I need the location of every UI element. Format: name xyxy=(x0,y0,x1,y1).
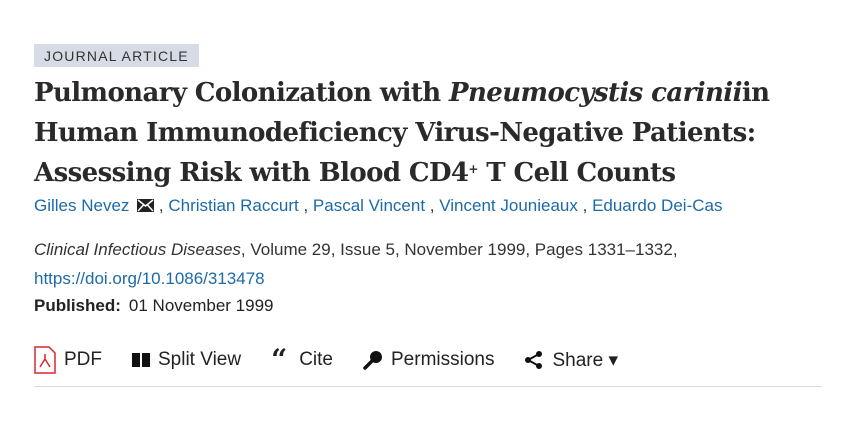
journal-name: Clinical Infectious Diseases xyxy=(34,240,241,259)
email-icon[interactable] xyxy=(137,199,155,212)
citation-details: , Volume 29, Issue 5, November 1999, Pag… xyxy=(240,240,678,259)
share-icon xyxy=(524,350,544,370)
pdf-button[interactable]: PDF xyxy=(34,346,102,374)
share-button[interactable]: Share ▾ xyxy=(524,349,618,372)
cite-button[interactable]: “ Cite xyxy=(271,343,333,376)
author-link[interactable]: Christian Raccurt xyxy=(168,196,299,215)
key-icon xyxy=(363,350,383,370)
author-list: Gilles Nevez , Christian Raccurt , Pasca… xyxy=(34,196,723,215)
author-link[interactable]: Eduardo Dei-Cas xyxy=(592,196,723,215)
divider xyxy=(34,386,822,387)
split-view-icon xyxy=(132,352,150,368)
article-title: Pulmonary Colonization with Pneumocystis… xyxy=(34,78,770,188)
article-header: JOURNAL ARTICLE Pulmonary Colonization w… xyxy=(34,44,824,387)
permissions-button[interactable]: Permissions xyxy=(363,349,494,371)
split-view-button[interactable]: Split View xyxy=(132,349,241,371)
author-link[interactable]: Vincent Jounieaux xyxy=(439,196,578,215)
published-date: Published: 01 November 1999 xyxy=(34,296,274,315)
article-toolbar: PDF Split View “ Cite Permissions Share … xyxy=(34,346,824,374)
citation: Clinical Infectious Diseases, Volume 29,… xyxy=(34,235,824,293)
author-link[interactable]: Gilles Nevez xyxy=(34,196,130,215)
author-link[interactable]: Pascal Vincent xyxy=(312,196,426,215)
doi-link[interactable]: https://doi.org/10.1086/313478 xyxy=(34,269,265,288)
quote-icon: “ xyxy=(271,343,288,376)
article-type-badge: JOURNAL ARTICLE xyxy=(34,44,199,67)
pdf-icon xyxy=(34,346,56,374)
